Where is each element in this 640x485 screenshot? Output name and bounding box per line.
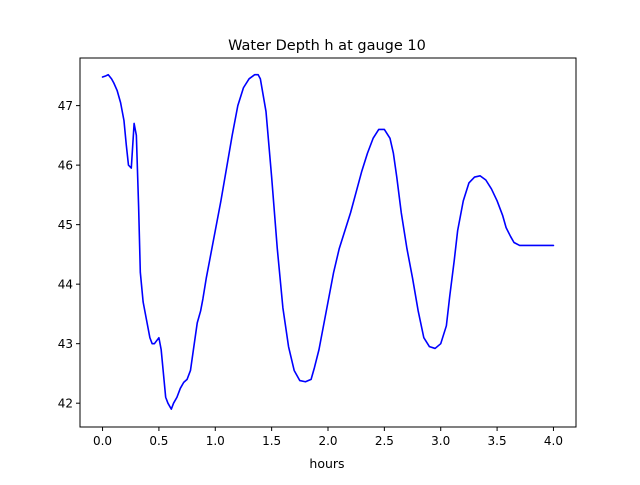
x-tick-label: 1.0 [206, 434, 225, 448]
x-tick-label: 3.0 [431, 434, 450, 448]
series-line-0 [101, 73, 555, 410]
x-tick-label: 1.5 [262, 434, 281, 448]
x-tick-label: 0.0 [93, 434, 112, 448]
x-tick-label: 0.5 [149, 434, 168, 448]
x-tick-label: 4.0 [544, 434, 563, 448]
y-tick-label: 46 [58, 159, 73, 173]
y-tick-label: 44 [58, 278, 73, 292]
plot-area: 0.0 0.5 1.0 1.5 2.0 2.5 3.0 3.5 4.0 42 43 44 45 46 47 [58, 57, 577, 448]
y-tick-label: 47 [58, 99, 73, 113]
x-tick-label: 2.0 [318, 434, 337, 448]
chart-title: Water Depth h at gauge 10 [228, 38, 426, 54]
y-tick-label: 43 [58, 337, 73, 351]
x-tick-label: 3.5 [488, 434, 507, 448]
y-tick-label: 45 [58, 218, 73, 232]
x-tick-label: 2.5 [375, 434, 394, 448]
x-axis-label: hours [309, 456, 344, 471]
y-tick-label: 42 [58, 397, 73, 411]
